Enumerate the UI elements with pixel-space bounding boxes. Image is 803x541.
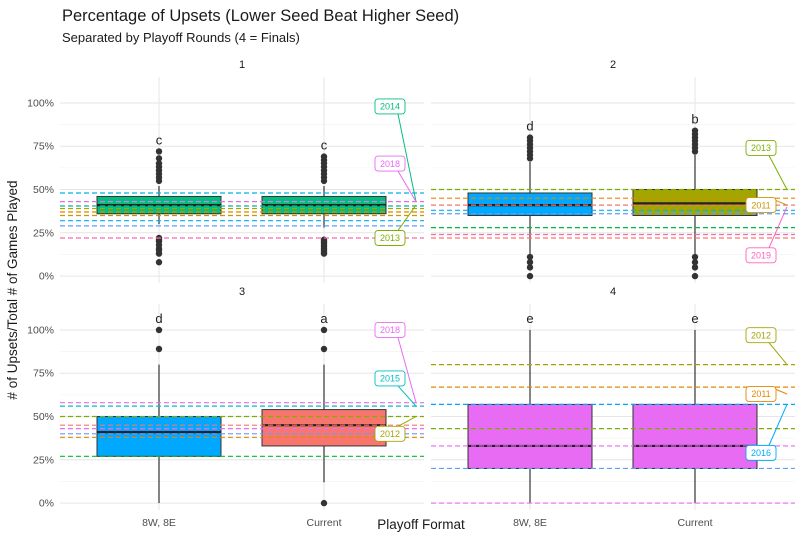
year-label-box bbox=[374, 425, 406, 442]
label-leader-line bbox=[397, 385, 417, 407]
outlier-point bbox=[691, 253, 699, 261]
outlier-point bbox=[155, 160, 163, 167]
year-label: 2011 bbox=[751, 200, 770, 210]
facet-strip-label: 1 bbox=[239, 59, 245, 71]
label-leader-line bbox=[397, 416, 417, 427]
year-label: 2015 bbox=[380, 374, 400, 384]
outlier-point bbox=[155, 148, 163, 155]
year-label-box bbox=[745, 197, 777, 214]
outlier-point bbox=[691, 264, 699, 271]
y-tick-label: 0% bbox=[39, 271, 54, 283]
box-8w8e bbox=[96, 416, 222, 457]
year-label: 2018 bbox=[380, 325, 400, 335]
facet-panel-2: 2 d b 2013 2011 2019 bbox=[431, 59, 795, 283]
label-leader-line bbox=[397, 204, 417, 231]
outlier-point bbox=[691, 272, 699, 280]
year-label-box bbox=[374, 98, 406, 115]
y-tick-label: 75% bbox=[33, 368, 54, 380]
outlier-point bbox=[526, 272, 534, 280]
year-label-box bbox=[745, 444, 777, 461]
outlier-point bbox=[691, 259, 699, 266]
outlier-point bbox=[155, 259, 163, 266]
label-leader-line bbox=[768, 206, 788, 249]
x-tick-label: 8W, 8E bbox=[513, 517, 547, 529]
box-current bbox=[632, 403, 758, 469]
year-label: 2012 bbox=[751, 330, 771, 340]
x-tick-label: Current bbox=[306, 517, 341, 529]
label-leader-line bbox=[768, 342, 788, 365]
outlier-point bbox=[320, 326, 328, 334]
outlier-point bbox=[155, 326, 163, 334]
y-tick-label: 100% bbox=[27, 97, 54, 109]
outlier-point bbox=[155, 155, 163, 162]
year-label-box bbox=[745, 327, 777, 344]
year-label-box bbox=[374, 230, 406, 246]
year-label: 2019 bbox=[751, 251, 771, 261]
y-tick-label: 100% bbox=[27, 324, 54, 336]
box-8w8e bbox=[467, 403, 593, 469]
significance-letter: d bbox=[155, 311, 162, 326]
outlier-point bbox=[526, 134, 534, 141]
outlier-point bbox=[526, 264, 534, 271]
year-label-box bbox=[374, 155, 406, 172]
year-label: 2016 bbox=[751, 448, 771, 458]
outlier-point bbox=[155, 345, 163, 353]
facet-panel-1: 1 0% 25% 50% 75% 100% c c 2014 2018 2013 bbox=[27, 59, 424, 283]
y-tick-label: 75% bbox=[33, 141, 54, 153]
x-axis-title: Playoff Format bbox=[377, 517, 465, 532]
significance-letter: e bbox=[526, 311, 533, 326]
year-label: 2013 bbox=[380, 233, 400, 243]
outlier-point bbox=[320, 499, 328, 507]
significance-letter: d bbox=[526, 119, 533, 134]
y-tick-label: 50% bbox=[33, 411, 54, 423]
year-label-box bbox=[374, 370, 406, 387]
year-label: 2013 bbox=[751, 143, 771, 153]
year-label-box bbox=[745, 386, 777, 402]
year-label-box bbox=[745, 247, 777, 264]
outlier-point bbox=[691, 127, 699, 134]
y-tick-label: 25% bbox=[33, 227, 54, 239]
year-label-box bbox=[374, 322, 406, 338]
significance-letter: e bbox=[691, 311, 698, 326]
label-leader-line bbox=[397, 170, 417, 202]
outlier-point bbox=[526, 253, 534, 261]
year-label: 2018 bbox=[380, 159, 400, 169]
x-tick-label: Current bbox=[677, 517, 712, 529]
facet-strip-label: 4 bbox=[610, 286, 616, 298]
y-tick-label: 0% bbox=[39, 498, 54, 510]
facet-panel-4: 4 8W, 8E Current e e 2012 2011 2016 bbox=[431, 286, 795, 529]
box-current bbox=[261, 409, 387, 447]
x-tick-label: 8W, 8E bbox=[142, 517, 176, 529]
outlier-point bbox=[320, 345, 328, 353]
facet-strip-label: 3 bbox=[239, 286, 245, 298]
label-leader-line bbox=[397, 337, 417, 403]
outlier-point bbox=[320, 153, 328, 160]
year-label: 2012 bbox=[380, 429, 400, 439]
facet-strip-label: 2 bbox=[610, 59, 616, 71]
facet-panels: 1 0% 25% 50% 75% 100% c c 2014 2018 2013 2 d b 2013 201… bbox=[27, 59, 795, 529]
label-leader-line bbox=[397, 113, 417, 202]
significance-letter: b bbox=[691, 112, 698, 127]
y-tick-label: 25% bbox=[33, 454, 54, 466]
year-label: 2011 bbox=[751, 389, 770, 399]
y-tick-label: 50% bbox=[33, 184, 54, 196]
label-leader-line bbox=[768, 404, 788, 446]
chart-title: Percentage of Upsets (Lower Seed Beat Hi… bbox=[62, 7, 459, 25]
significance-letter: c bbox=[156, 132, 163, 147]
year-label: 2014 bbox=[380, 102, 400, 112]
facet-panel-3: 3 0% 25% 50% 75% 100% 8W, 8E Current d a 2018 2015 2… bbox=[27, 286, 424, 529]
chart-subtitle: Separated by Playoff Rounds (4 = Finals) bbox=[62, 30, 300, 45]
significance-letter: a bbox=[320, 311, 328, 326]
y-axis-title: # of Upsets/Total # of Games Played bbox=[5, 180, 20, 399]
label-leader-line bbox=[768, 155, 788, 190]
significance-letter: c bbox=[321, 138, 328, 153]
outlier-point bbox=[526, 259, 534, 266]
year-label-box bbox=[745, 140, 777, 156]
